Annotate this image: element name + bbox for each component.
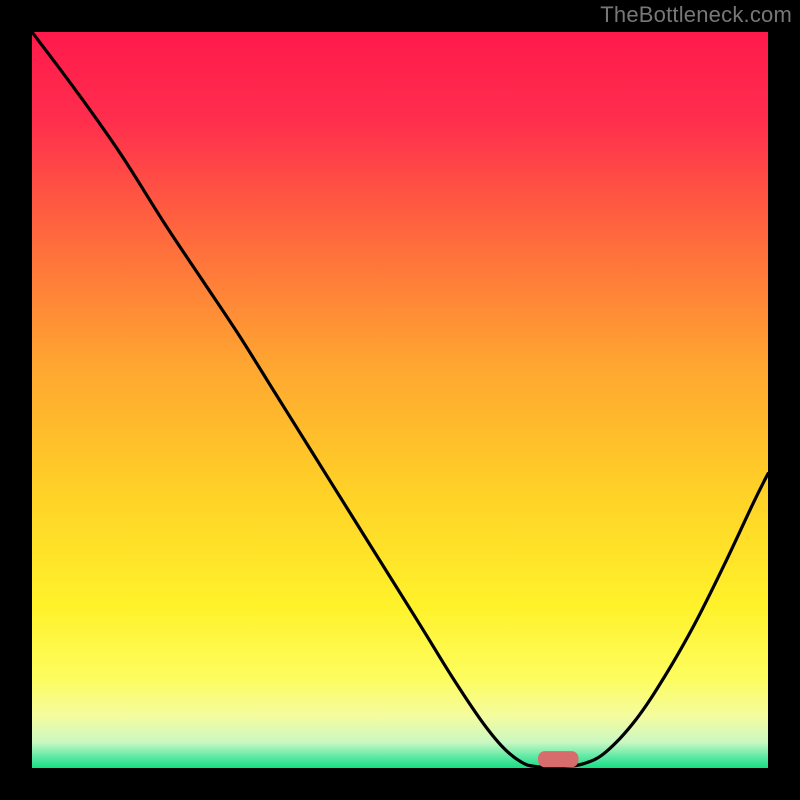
plot-area — [32, 32, 768, 768]
figure-container: TheBottleneck.com — [0, 0, 800, 800]
bottleneck-chart — [0, 0, 800, 800]
gradient-background — [32, 32, 768, 768]
optimal-marker — [538, 751, 578, 767]
watermark-label: TheBottleneck.com — [600, 2, 792, 28]
